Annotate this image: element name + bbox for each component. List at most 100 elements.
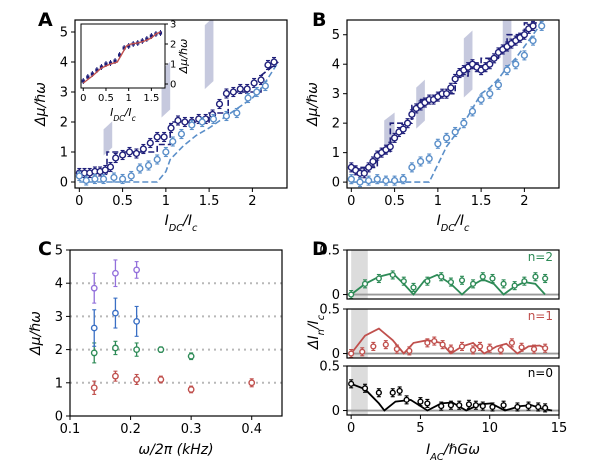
panel-d-bottom-data-point [361, 385, 369, 392]
panel-c-series-1-data-point [157, 346, 165, 353]
panel-a-x-tick-label: 1.5 [199, 194, 220, 209]
panel-d-bottom-y-tick-label: 0 [332, 404, 340, 419]
panel-b-y-tick-label: 3 [332, 87, 340, 102]
panel-d-top-data-point [479, 273, 486, 280]
panel-b-series-1-data-point [356, 178, 364, 186]
panel-b-frame [346, 19, 560, 189]
panel-d-mid-shaded-band [351, 309, 368, 358]
inset-fit-line [82, 31, 161, 84]
panel-d-top-data-point [389, 271, 396, 279]
panel-d-bottom-data-point [472, 402, 479, 409]
panel-b-y-label: Δμ/ℏω [305, 82, 321, 127]
panel-c-series-3-data-point [112, 269, 119, 277]
panel-d-mid-data-point [518, 344, 525, 351]
panel-d-x-tick-label: 15 [551, 421, 568, 436]
panel-b-series-1-data-point [408, 163, 416, 171]
panel-b-series-1-data-point [382, 177, 390, 185]
panel-c-x-tick-label: 0.3 [181, 422, 202, 437]
panel-d-top-data-point [375, 275, 382, 282]
panel-a-series-1-data-point [99, 175, 108, 183]
panel-b-series-1-data-point [399, 175, 407, 183]
panel-d-top-data-point [438, 273, 445, 280]
panel-d-bottom-data-point [479, 402, 486, 410]
panel-b-series-1-data-point [425, 154, 433, 163]
panel-c-series-2-data-point [112, 309, 119, 317]
panel-a-x-label: IDC/Ic [165, 213, 198, 234]
panel-a-series-0-data-point [264, 61, 272, 69]
panel-b-x-tick-label: 1.5 [471, 194, 492, 209]
panel-d-bottom-data-point [396, 387, 403, 395]
panel-d-top-data-point [348, 291, 355, 298]
panel-b-series-0-data-point [529, 22, 537, 30]
panel-b-x-tick-label: 2 [520, 194, 528, 209]
panel-b-series-0-data-point [408, 110, 416, 118]
panel-b-series-0-data-point [486, 60, 494, 68]
panel-d-mid-data-point [424, 339, 431, 346]
panel-b-series-1-data-point [494, 81, 503, 89]
panel-b-series-1-data-point [512, 60, 520, 68]
panel-a-series-1-data-point [198, 118, 206, 126]
panel-a-x-tick-label: 0.5 [112, 194, 133, 209]
inset-data-point [145, 37, 149, 41]
panel-b-x-tick-label: 0 [347, 194, 355, 209]
panel-d-top-y-tick-label: 0.5 [319, 244, 340, 259]
panel-d-mid-data-point [393, 345, 400, 353]
panel-a-series-0-data-point [181, 118, 189, 126]
panel-d-top-data-point [521, 278, 528, 285]
panel-d-mid-data-point [439, 341, 446, 348]
panel-b-series-1-data-point [486, 90, 494, 98]
panel-b-series-1-data-point [460, 119, 468, 127]
panel-c-series-0-data-point [90, 384, 98, 392]
panel-a-series-1-data-point [75, 172, 83, 180]
inset-y-tick-label: 2 [170, 40, 176, 51]
panel-b-x-label: IDC/Ic [437, 213, 470, 234]
panel-d-x-tick-label: 10 [481, 421, 498, 436]
panel-d-mid-data-point [348, 350, 355, 357]
panel-b-series-0-data-point [399, 125, 407, 133]
panel-a-series-1-data-point [244, 94, 252, 102]
panel-d-bottom-data-point [525, 402, 532, 410]
panel-a-series-0-data-point [236, 85, 244, 93]
panel-c-x-tick-label: 0.2 [120, 422, 141, 437]
inset-data-point [90, 72, 94, 76]
inset-y-tick-label: 0 [170, 80, 176, 91]
panel-d-bottom-data-point [375, 389, 382, 396]
panel-c-y-tick-label: 0 [55, 410, 63, 425]
panel-d-bottom-shaded-band [351, 366, 368, 415]
panel-a-y-label: Δμ/ℏω [33, 82, 49, 127]
panel-c-x-tick-label: 0.4 [241, 422, 262, 437]
panel-c-y-label: Δμ/ℏω [28, 311, 44, 356]
panel-d-bottom-y-tick-label: 0.5 [319, 360, 340, 375]
panel-d-top-data-point [532, 273, 539, 280]
panel-d-bottom-data-point [500, 402, 507, 409]
inset-data-point [149, 34, 153, 38]
panel-c-y-tick-label: 4 [55, 277, 63, 292]
panel-a-series-1-data-point [153, 155, 161, 164]
panel-c-y-tick-label: 1 [55, 376, 63, 391]
panel-a-y-tick-label: 5 [60, 26, 68, 41]
panel-d-letter: D [312, 238, 328, 260]
panel-d-bottom-data-point [438, 402, 445, 410]
panel-b-series-1-data-point [520, 51, 528, 59]
panel-d-top-data-point [469, 280, 477, 287]
panel-c-series-0-data-point [248, 379, 256, 387]
panel-a-series-1-data-point [169, 137, 177, 146]
inset-data-point [86, 75, 90, 79]
inset-x-tick-label: 0.5 [98, 93, 114, 104]
panel-c-y-tick-label: 5 [55, 244, 63, 259]
panel-d-bottom-data-point [424, 400, 431, 407]
panel-b-y-tick-label: 1 [332, 146, 340, 161]
panel-d-mid-data-point [542, 345, 549, 352]
panel-d-top-shaded-band [351, 250, 368, 299]
panel-d-top-data-point [400, 278, 407, 285]
panel-b-x-tick-label: 1 [434, 194, 442, 209]
panel-a-series-1-data-point [261, 82, 269, 90]
panel-a-y-tick-label: 0 [60, 176, 68, 191]
panel-a-x-tick-label: 1 [162, 194, 170, 209]
panel-d-mid-data-point [530, 345, 538, 353]
inset-x-tick-label: 1 [125, 93, 131, 104]
panel-d-mid-data-point [486, 345, 493, 352]
panel-c-series-3-data-point [90, 284, 98, 292]
